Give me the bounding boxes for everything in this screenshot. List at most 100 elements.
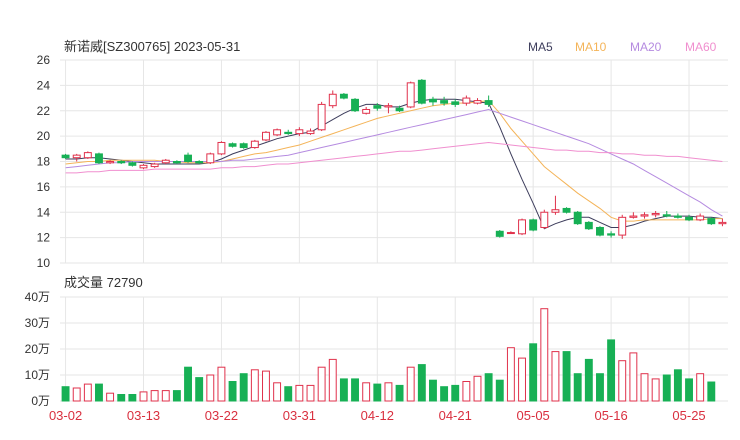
candle [61,153,70,159]
moving-average-lines [65,98,723,230]
price-tick-label: 16 [37,180,51,194]
candle [640,212,649,219]
candle [239,142,248,149]
candle [351,98,359,113]
candle-body [172,161,181,164]
candle-body [607,233,616,236]
candle [473,98,482,105]
volume-bar [161,390,170,402]
volume-bar [228,381,237,402]
candle [284,129,293,135]
volume-bar [685,378,693,402]
candle-body [707,218,716,225]
candle-body [640,214,649,217]
volume-tick-label: 10万 [25,368,50,382]
candle-body [195,161,204,164]
volume-bar [596,373,604,402]
volume-bar [473,375,482,402]
candle-body [673,215,682,218]
candle-body [284,131,293,135]
price-tick-label: 14 [37,205,51,219]
legend-ma5: MA5 [528,40,553,54]
volume-bar [306,384,315,402]
volume-bar [72,387,81,402]
volume-bar [239,373,248,402]
volume-bar [640,373,649,402]
volume-bar [540,308,549,402]
candle [72,153,81,162]
volume-bar [696,373,705,402]
candle [529,218,538,232]
price-tick-label: 26 [37,53,51,67]
candle-body [150,163,159,168]
date-tick-label: 05-05 [517,408,550,423]
date-tick-label: 05-16 [594,408,627,423]
candle-body [417,79,426,104]
volume-bar [150,390,159,402]
price-tick-label: 18 [37,155,51,169]
date-tick-label: 03-02 [49,408,82,423]
candle-body [662,214,671,217]
candle-body [228,143,237,147]
candle-body [117,161,126,164]
volume-bar [262,370,270,402]
price-axis-labels: 26 24 22 20 18 16 14 12 10 [37,53,51,270]
volume-bar [384,382,393,402]
candle [139,164,148,170]
candle [228,142,237,148]
candle-body [573,211,582,225]
candle-body [139,164,148,169]
candle [718,218,727,227]
candle [484,95,493,107]
candle [685,214,693,222]
candle [161,158,170,165]
volume-bar [629,352,638,402]
volume-bar [61,386,70,402]
candle-body [562,207,571,213]
candle-body [83,152,92,159]
candle-body [262,131,270,141]
candle [128,161,137,167]
candle-body [128,162,137,166]
volume-bar [406,366,415,402]
volume-bar [395,384,404,402]
volume-bar [451,384,460,402]
volume-bar [184,366,192,402]
volume-bar [518,357,526,402]
ma-line-ma5 [65,98,723,230]
volume-bar [618,360,627,402]
candle [651,210,660,218]
candle-body [384,105,393,108]
candle [462,95,471,106]
candle [662,210,671,218]
candle [95,152,103,165]
candle-body [696,215,705,221]
candle-body [351,98,359,112]
volume-bars [61,308,716,402]
candle [117,160,126,165]
volume-bar [417,364,426,402]
date-tick-label: 04-21 [439,408,472,423]
date-tick-label: 03-13 [127,408,160,423]
price-tick-label: 22 [37,104,51,118]
candle-body [395,107,404,112]
price-tick-label: 12 [37,231,51,245]
candle [707,217,716,225]
candle-body [317,103,326,131]
candle-body [406,82,415,108]
volume-bar [373,383,382,402]
candle [250,139,259,149]
candle [395,105,404,113]
candle [262,131,270,142]
volume-bar [83,383,92,402]
legend-ma60: MA60 [685,40,717,54]
date-tick-label: 04-12 [361,408,394,423]
candle-body [518,219,526,235]
volume-bar [484,373,493,402]
volume-bar [584,358,593,402]
volume-tick-label: 40万 [25,290,50,304]
candle [273,128,282,137]
chart-title: 新诺威[SZ300765] 2023-05-31 [64,39,240,54]
candle [562,207,571,214]
